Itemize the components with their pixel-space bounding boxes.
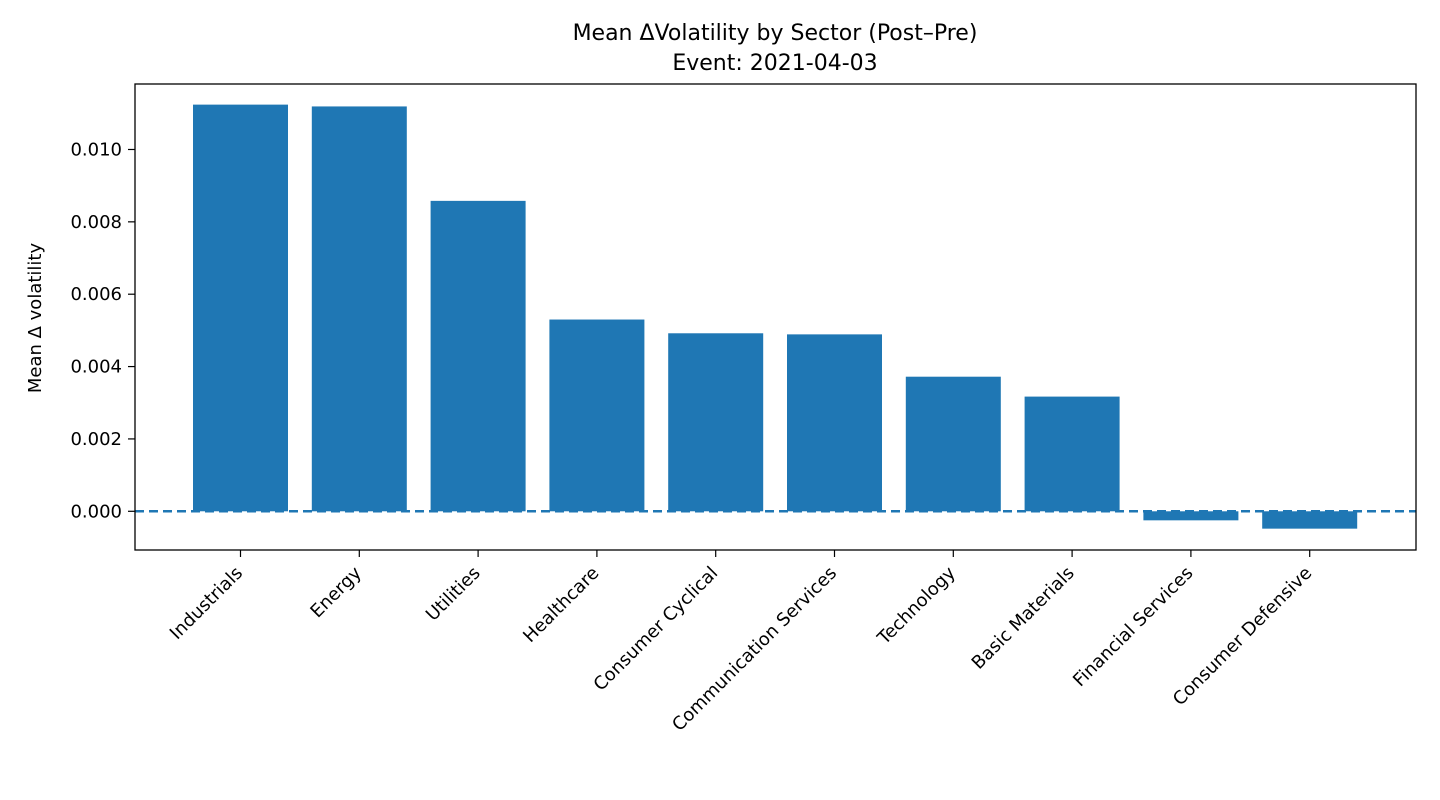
y-tick-label: 0.010 xyxy=(70,139,122,160)
y-tick-label: 0.000 xyxy=(70,501,122,522)
y-axis-label: Mean Δ volatility xyxy=(25,243,46,394)
bar-healthcare xyxy=(549,319,645,512)
bars-layer xyxy=(135,104,1416,529)
x-tick-label: Basic Materials xyxy=(968,563,1079,674)
bar-consumer-defensive xyxy=(1262,511,1358,529)
bar-basic-materials xyxy=(1024,396,1120,512)
x-tick-label: Technology xyxy=(873,562,960,649)
y-tick-label: 0.004 xyxy=(70,357,122,378)
bar-technology xyxy=(905,376,1001,512)
bar-communication-services xyxy=(787,334,882,512)
chart-title: Mean ΔVolatility by Sector (Post–Pre) xyxy=(573,21,978,46)
x-tick-label: Healthcare xyxy=(519,563,603,647)
y-tick-label: 0.006 xyxy=(70,284,122,305)
bar-financial-services xyxy=(1143,511,1239,521)
y-tick-label: 0.008 xyxy=(70,212,122,233)
bar-energy xyxy=(311,106,407,512)
plot-frame xyxy=(134,83,1417,551)
bar-industrials xyxy=(193,104,288,512)
x-tick-label: Industrials xyxy=(166,563,247,644)
x-tick-label: Consumer Defensive xyxy=(1169,563,1316,710)
x-tick-label: Utilities xyxy=(422,563,485,626)
bar-consumer-cyclical xyxy=(668,333,764,512)
bar-utilities xyxy=(430,200,526,512)
chart-subtitle: Event: 2021-04-03 xyxy=(672,51,877,76)
x-tick-label: Financial Services xyxy=(1069,563,1197,691)
x-tick-label: Consumer Cyclical xyxy=(590,563,723,696)
x-tick-label: Energy xyxy=(306,562,366,622)
y-tick-label: 0.002 xyxy=(70,429,122,450)
